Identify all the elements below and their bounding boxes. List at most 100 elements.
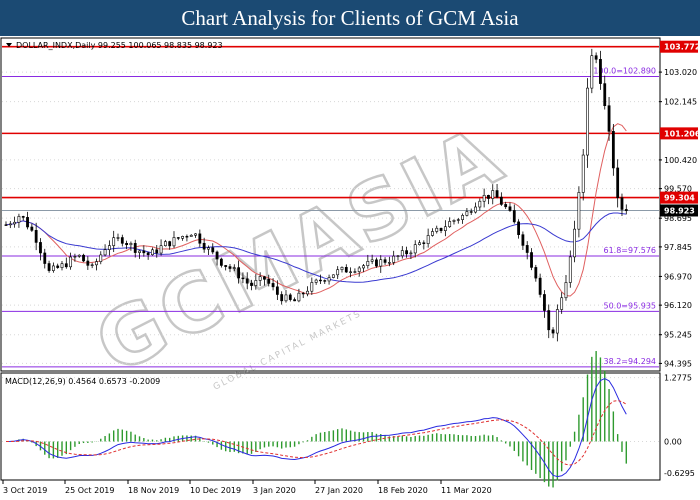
candle xyxy=(487,194,490,205)
candle xyxy=(555,304,559,342)
candle-body xyxy=(297,292,301,302)
candle xyxy=(594,52,598,64)
candle-body xyxy=(159,245,163,254)
candle-body xyxy=(353,271,357,273)
candle xyxy=(245,272,249,290)
candle-body xyxy=(64,263,68,268)
candle xyxy=(211,243,215,255)
candle xyxy=(34,222,38,251)
candle-body xyxy=(478,200,482,208)
candle xyxy=(86,256,90,270)
candle xyxy=(340,266,344,273)
candle-body xyxy=(99,254,103,262)
candle xyxy=(504,201,508,209)
x-tick-label: 11 Mar 2020 xyxy=(441,486,492,495)
candle-body xyxy=(51,265,55,271)
candle-body xyxy=(482,194,486,202)
candle-body xyxy=(344,267,348,273)
candle-body xyxy=(616,167,620,198)
candle-body xyxy=(568,256,572,283)
price-tags: 103.772 101.206 99.304 98.923 xyxy=(660,40,700,217)
candle xyxy=(370,254,374,265)
candle-body xyxy=(142,250,146,254)
candle-body xyxy=(392,255,396,263)
candle xyxy=(241,272,245,284)
x-tick-label: 3 Jan 2020 xyxy=(253,486,296,495)
candle xyxy=(512,204,516,224)
x-tick-label: 3 Oct 2019 xyxy=(3,486,47,495)
current-price-tag-box xyxy=(660,204,698,217)
candle-body xyxy=(349,271,353,273)
macd-info: MACD(12,26,9) 0.4564 0.6573 -0.2009 xyxy=(5,377,160,386)
fib-label: 100.0=102.890 xyxy=(593,66,656,75)
macd-panel xyxy=(2,351,659,488)
candle xyxy=(547,304,551,339)
candle-body xyxy=(594,55,598,60)
candle xyxy=(344,264,348,273)
macd-axis: 1.2775 0.00 -0.6295 xyxy=(664,374,695,478)
candle xyxy=(112,230,116,253)
candle xyxy=(232,264,236,272)
candle xyxy=(73,253,77,262)
fib-label: 38.2=94.294 xyxy=(603,357,656,366)
candle-body xyxy=(607,105,611,132)
candle-body xyxy=(224,265,228,267)
candle xyxy=(280,291,284,305)
resistance-levels xyxy=(2,45,659,199)
candle-body xyxy=(237,267,241,279)
candle xyxy=(181,235,185,241)
candle-body xyxy=(168,241,172,247)
candle-body xyxy=(413,244,417,254)
candle xyxy=(215,250,219,266)
candle xyxy=(90,262,94,269)
candle xyxy=(138,250,141,259)
candle xyxy=(586,78,589,168)
candle-body xyxy=(387,262,391,264)
candle xyxy=(172,231,176,248)
candle xyxy=(439,227,443,234)
candle-body xyxy=(370,259,374,262)
candle-body xyxy=(95,261,98,266)
candle xyxy=(482,188,486,208)
x-tick-label: 27 Jan 2020 xyxy=(315,486,363,495)
candle xyxy=(560,292,564,314)
candle-body xyxy=(512,210,516,223)
candle xyxy=(517,219,520,239)
candle-body xyxy=(314,279,318,283)
candle-body xyxy=(258,276,262,281)
candle xyxy=(375,257,378,268)
candle xyxy=(207,245,210,256)
candle-body xyxy=(254,280,258,286)
candle-body xyxy=(250,282,253,286)
candle-body xyxy=(172,237,176,247)
candle xyxy=(129,241,133,251)
candle xyxy=(508,202,512,212)
candle xyxy=(77,254,81,258)
candle xyxy=(426,228,430,248)
candle xyxy=(43,248,47,269)
candle xyxy=(288,293,292,302)
candle-body xyxy=(590,55,594,89)
dropdown-triangle-icon[interactable] xyxy=(6,43,12,47)
candle-body xyxy=(534,267,538,279)
candle-body xyxy=(379,259,383,267)
candle-body xyxy=(275,286,279,295)
candle xyxy=(306,286,309,297)
candle-body xyxy=(555,309,559,334)
candle-body xyxy=(47,263,51,271)
candle xyxy=(336,266,340,279)
candle xyxy=(60,260,64,271)
candle xyxy=(379,255,383,273)
candle xyxy=(17,213,21,228)
candle xyxy=(551,327,555,339)
candle xyxy=(163,239,167,247)
candle-body xyxy=(73,256,77,258)
candle-body xyxy=(327,277,331,282)
candle xyxy=(413,240,417,258)
candle-body xyxy=(301,292,305,295)
candle-body xyxy=(560,297,564,310)
candle-body xyxy=(43,252,47,264)
candle xyxy=(366,254,370,269)
candle xyxy=(362,263,365,273)
